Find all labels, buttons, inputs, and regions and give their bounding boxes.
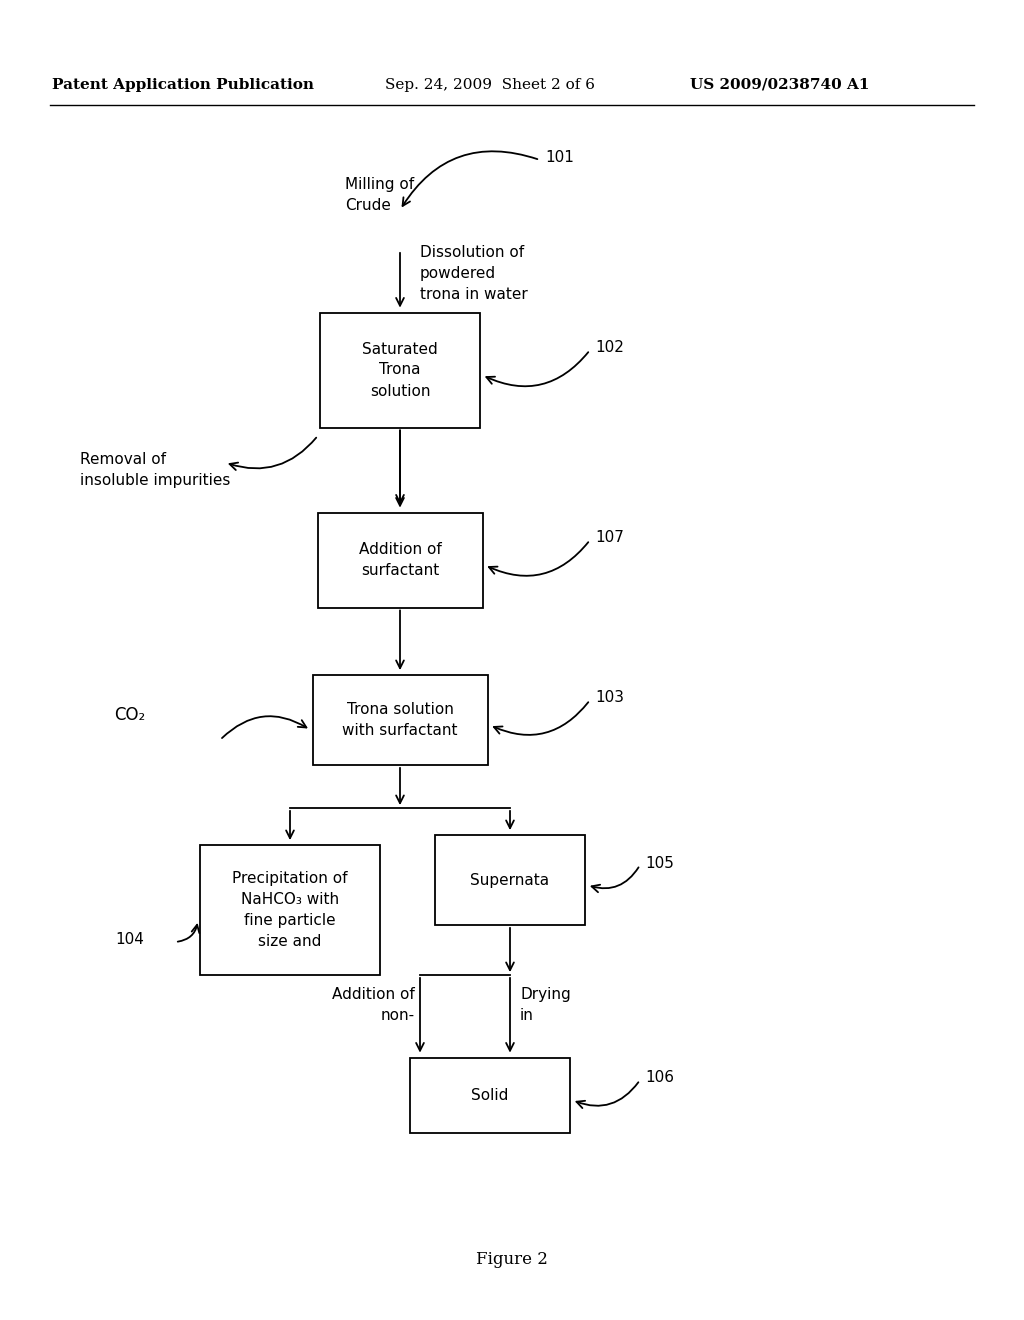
Text: 102: 102 — [595, 341, 624, 355]
Text: Drying
in: Drying in — [520, 987, 570, 1023]
Text: Dissolution of
powdered
trona in water: Dissolution of powdered trona in water — [420, 246, 527, 302]
FancyBboxPatch shape — [410, 1057, 570, 1133]
Text: Sep. 24, 2009  Sheet 2 of 6: Sep. 24, 2009 Sheet 2 of 6 — [385, 78, 595, 92]
Text: Precipitation of
NaHCO₃ with
fine particle
size and: Precipitation of NaHCO₃ with fine partic… — [232, 871, 348, 949]
Text: Milling of
Crude: Milling of Crude — [345, 177, 414, 213]
Text: Addition of
non-: Addition of non- — [332, 987, 415, 1023]
Text: Trona solution
with surfactant: Trona solution with surfactant — [342, 702, 458, 738]
Text: 106: 106 — [645, 1071, 674, 1085]
Text: Solid: Solid — [471, 1088, 509, 1102]
FancyBboxPatch shape — [317, 512, 482, 607]
Text: 101: 101 — [545, 149, 573, 165]
Text: Saturated
Trona
solution: Saturated Trona solution — [362, 342, 438, 399]
Text: CO₂: CO₂ — [115, 706, 145, 723]
FancyBboxPatch shape — [200, 845, 380, 975]
FancyBboxPatch shape — [435, 836, 585, 925]
Text: Figure 2: Figure 2 — [476, 1251, 548, 1269]
FancyBboxPatch shape — [312, 675, 487, 766]
Text: Removal of
insoluble impurities: Removal of insoluble impurities — [80, 453, 230, 488]
Text: Patent Application Publication: Patent Application Publication — [52, 78, 314, 92]
Text: Supernata: Supernata — [470, 873, 550, 887]
Text: US 2009/0238740 A1: US 2009/0238740 A1 — [690, 78, 869, 92]
Text: 105: 105 — [645, 855, 674, 870]
Text: 104: 104 — [116, 932, 144, 948]
FancyBboxPatch shape — [319, 313, 480, 428]
Text: 107: 107 — [595, 531, 624, 545]
Text: Addition of
surfactant: Addition of surfactant — [358, 543, 441, 578]
Text: 103: 103 — [595, 690, 624, 705]
